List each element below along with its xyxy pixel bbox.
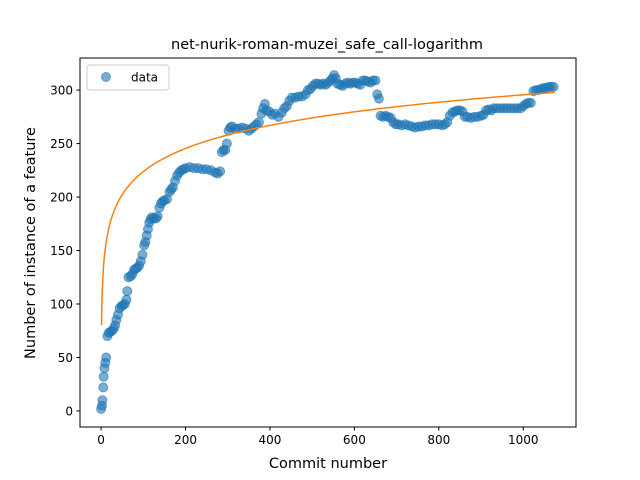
chart-title: net-nurik-roman-muzei_safe_call-logarith…	[171, 37, 483, 53]
legend-label-data: data	[131, 71, 158, 85]
data-point	[98, 371, 109, 382]
data-point	[253, 117, 264, 128]
data-point	[101, 352, 112, 363]
legend-box	[86, 64, 170, 91]
data-point	[152, 211, 163, 222]
data-point	[548, 81, 559, 92]
plot-area	[96, 70, 559, 414]
data-point	[122, 286, 133, 297]
y-tick-label: 150	[50, 244, 73, 258]
x-tick-label: 0	[97, 433, 105, 447]
y-tick-label: 0	[65, 404, 73, 418]
data-point	[373, 93, 384, 104]
data-point	[97, 395, 108, 406]
legend-marker	[101, 72, 111, 82]
y-tick-label: 100	[50, 297, 73, 311]
x-axis: 0 200 400 600 800 1000	[97, 427, 539, 447]
y-tick-label: 50	[58, 351, 73, 365]
x-tick-label: 200	[174, 433, 197, 447]
data-point	[525, 97, 536, 108]
y-tick-label: 250	[50, 137, 73, 151]
fit-line	[100, 91, 555, 326]
data-point	[221, 138, 232, 149]
y-axis-label: Number of instance of a feature	[23, 127, 39, 359]
y-tick-label: 200	[50, 190, 73, 204]
x-tick-label: 1000	[508, 433, 539, 447]
data-point	[370, 75, 381, 86]
x-tick-label: 800	[427, 433, 450, 447]
data-point	[215, 166, 226, 177]
data-point	[137, 249, 148, 260]
axes-frame	[79, 57, 577, 428]
x-tick-label: 400	[259, 433, 282, 447]
y-axis: 0 50 100 150 200 250 300	[50, 83, 80, 418]
x-tick-label: 600	[343, 433, 366, 447]
data-point	[98, 382, 109, 393]
data-point	[121, 294, 132, 305]
legend: data	[86, 64, 170, 91]
y-tick-label: 300	[50, 83, 73, 97]
x-axis-label: Commit number	[269, 456, 387, 472]
